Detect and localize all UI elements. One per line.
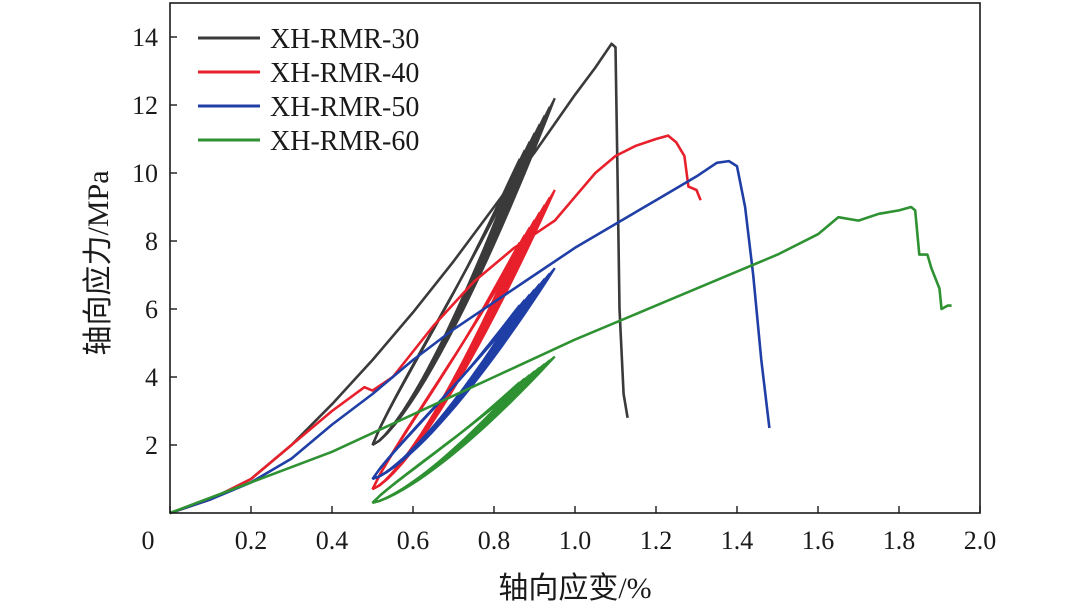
y-tick-label: 10 [132, 159, 158, 188]
y-tick-label: 4 [145, 363, 158, 392]
cycle-loop [371, 189, 556, 491]
x-tick-label: 1.2 [640, 526, 673, 555]
x-tick-label: 1.0 [559, 526, 592, 555]
x-tick-label: 1.6 [802, 526, 835, 555]
legend-label: XH-RMR-60 [270, 126, 419, 157]
y-tick-label: 2 [145, 431, 158, 460]
y-axis-title: 轴向应力/MPa [82, 170, 115, 355]
cycle-loop [371, 355, 556, 504]
x-tick-label: 1.4 [721, 526, 754, 555]
series-line [169, 205, 952, 515]
x-tick-label: 0.4 [316, 526, 349, 555]
series-line [169, 134, 702, 515]
y-tick-label: 8 [145, 227, 158, 256]
x-tick-label: 1.8 [883, 526, 916, 555]
x-tick-label: 0.8 [478, 526, 511, 555]
legend-label: XH-RMR-40 [270, 58, 419, 89]
plot-area [169, 42, 952, 515]
cycle-loop [371, 97, 556, 446]
x-tick-label: 0 [142, 526, 155, 555]
axes: 0 0.2 0.4 0.6 0.8 1.0 1.2 1.4 1.6 1.8 2.0 2 4 6 8 10 12 1… [132, 2, 997, 555]
x-axis-title: 轴向应变/% [498, 572, 651, 605]
x-tick-label: 2.0 [964, 526, 997, 555]
x-tick-label: 0.2 [235, 526, 268, 555]
y-tick-label: 12 [132, 91, 158, 120]
series-line [169, 159, 771, 515]
x-tick-label: 0.6 [397, 526, 430, 555]
legend-label: XH-RMR-50 [270, 92, 419, 123]
y-tick-label: 14 [132, 23, 158, 52]
y-tick-label: 6 [145, 295, 158, 324]
legend-label: XH-RMR-30 [270, 24, 419, 55]
